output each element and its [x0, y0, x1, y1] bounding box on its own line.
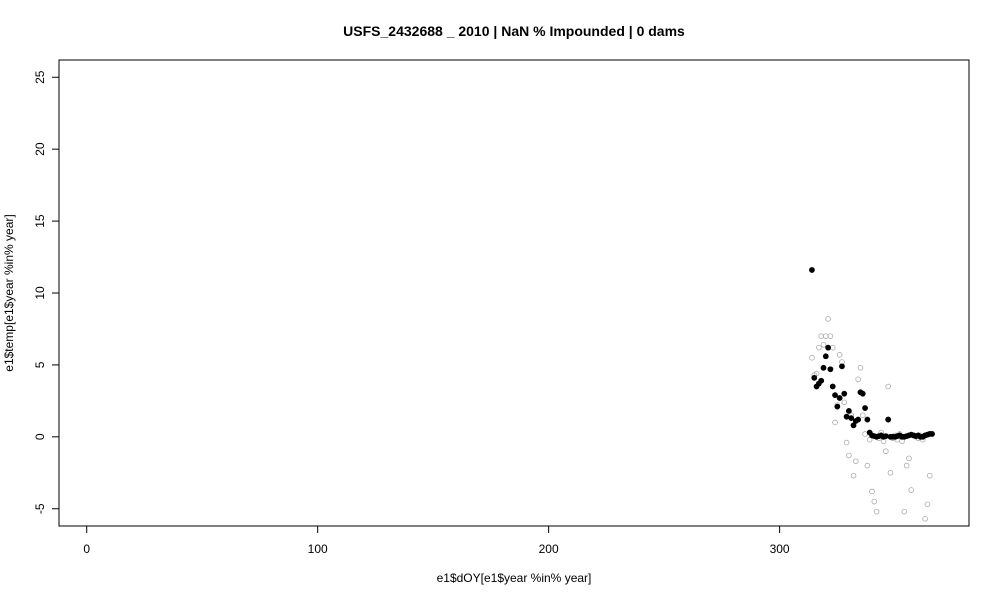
data-point-filled	[832, 392, 838, 399]
data-point-filled	[859, 390, 866, 397]
y-axis-label: e1$temp[e1$year %in% year]	[2, 214, 16, 371]
data-point-open	[926, 472, 933, 479]
data-point-filled	[848, 415, 855, 422]
data-point-filled	[827, 366, 834, 373]
data-point-open	[829, 344, 836, 351]
data-point-open	[903, 462, 910, 469]
data-point-open	[857, 364, 864, 371]
y-tick-label: 20	[33, 142, 47, 156]
y-tick-label: 25	[33, 70, 47, 84]
data-point-filled	[809, 267, 815, 273]
data-point-filled	[841, 390, 848, 397]
data-point-filled	[825, 344, 832, 351]
y-tick-label: 0	[33, 433, 47, 440]
data-point-open	[836, 352, 843, 358]
data-point-filled	[829, 383, 836, 390]
data-point-filled	[855, 416, 862, 423]
data-point-open	[818, 333, 824, 339]
data-point-open	[883, 448, 889, 455]
data-point-open	[922, 516, 928, 522]
x-tick-label: 200	[539, 542, 559, 556]
data-point-open	[855, 376, 861, 383]
data-point-open	[827, 333, 834, 339]
data-point-filled	[839, 363, 845, 370]
data-point-filled	[822, 353, 829, 360]
plot-area-frame	[58, 59, 970, 527]
data-point-filled	[836, 395, 843, 401]
data-point-open	[885, 383, 891, 390]
data-point-open	[908, 487, 915, 493]
data-point-filled	[834, 403, 841, 410]
data-point-filled	[929, 431, 935, 437]
data-point-open	[850, 472, 857, 479]
data-point-filled	[820, 364, 827, 371]
y-tick-label: 10	[33, 286, 47, 300]
data-point-filled	[862, 405, 868, 411]
data-point-open	[887, 469, 894, 476]
data-point-open	[820, 341, 827, 348]
data-point-open	[859, 412, 866, 419]
x-axis-label: e1$dOY[e1$year %in% year]	[437, 571, 592, 585]
data-point-open	[862, 431, 868, 437]
data-point-open	[853, 458, 859, 465]
data-point-filled	[818, 377, 825, 384]
data-point-open	[846, 452, 852, 459]
data-point-open	[825, 316, 831, 322]
data-point-open	[873, 508, 880, 515]
data-point-open	[924, 501, 931, 508]
data-point-open	[864, 462, 871, 469]
data-point-filled	[845, 408, 852, 414]
y-tick-label: 15	[33, 214, 47, 228]
data-point-open	[866, 436, 873, 443]
series-filled-black	[809, 267, 935, 440]
data-point-open	[832, 419, 838, 426]
y-tick-label: 5	[33, 361, 47, 368]
y-tick-label: -5	[33, 503, 47, 514]
data-point-open	[816, 344, 822, 351]
y-axis: -5 0 5 10 15 20 25	[33, 70, 60, 514]
data-point-open	[901, 508, 908, 515]
data-point-open	[869, 488, 875, 495]
data-point-open	[823, 333, 829, 339]
data-point-open	[841, 399, 848, 406]
x-tick-label: 0	[83, 542, 90, 556]
data-point-open	[871, 498, 878, 505]
x-tick-label: 300	[770, 542, 790, 556]
data-point-open	[813, 370, 820, 377]
data-point-open	[843, 439, 850, 446]
data-point-open	[809, 354, 815, 361]
data-point-filled	[864, 416, 871, 423]
x-axis: 0 100 200 300	[83, 525, 790, 556]
data-point-filled	[811, 374, 818, 381]
x-tick-label: 100	[308, 542, 328, 556]
data-point-open	[906, 455, 912, 462]
chart-title: USFS_2432688 _ 2010 | NaN % Impounded | …	[343, 23, 685, 39]
data-point-filled	[885, 416, 892, 423]
